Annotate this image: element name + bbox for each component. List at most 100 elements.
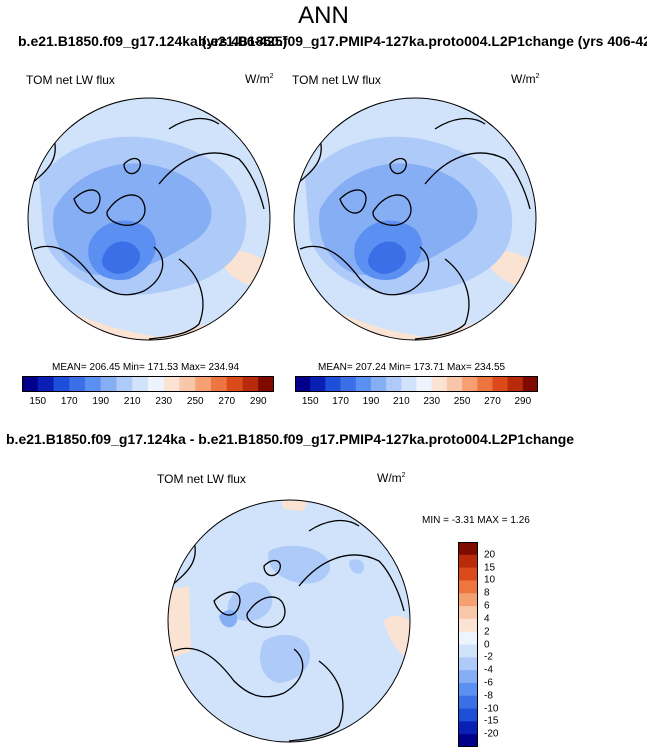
colorbar-tick-label: -10 bbox=[484, 703, 499, 715]
colorbar-tick-label: 20 bbox=[484, 549, 496, 561]
colorbar-tick-label: 250 bbox=[186, 396, 204, 407]
colorbar-swatch bbox=[116, 376, 133, 392]
top-left-run-label: b.e21.B1850.f09_g17.124ka (yrs 406-425) bbox=[18, 33, 288, 49]
colorbar-tick-label: -20 bbox=[484, 728, 499, 740]
colorbar-swatch bbox=[325, 376, 342, 392]
right-colorbar-labels: 150 170 190 210 230 250 270 290 bbox=[295, 396, 538, 410]
diff-stats: MIN = -3.31 MAX = 1.26 bbox=[422, 515, 530, 526]
right-variable-label: TOM net LW flux bbox=[292, 73, 381, 87]
colorbar-swatch bbox=[340, 376, 357, 392]
colorbar-swatch bbox=[163, 376, 180, 392]
colorbar-swatch bbox=[69, 376, 86, 392]
colorbar-tick-label: -6 bbox=[484, 677, 493, 689]
diff-units-label: W/m2 bbox=[377, 471, 406, 485]
left-colorbar bbox=[22, 376, 274, 392]
figure-title: ANN bbox=[298, 2, 349, 29]
colorbar-swatch bbox=[195, 376, 212, 392]
colorbar-tick-label: 0 bbox=[484, 639, 490, 650]
colorbar-tick-label: 10 bbox=[484, 574, 496, 586]
colorbar-swatch bbox=[462, 376, 478, 392]
left-variable-label: TOM net LW flux bbox=[26, 73, 115, 87]
colorbar-swatch bbox=[458, 631, 478, 645]
right-stats: MEAN= 207.24 Min= 173.71 Max= 234.55 bbox=[318, 362, 506, 373]
colorbar-border bbox=[22, 376, 274, 392]
diff-colorbar-labels: 20 15 10 8 6 4 2 0 -2 -4 -6 -8 -10 -15 -20 bbox=[482, 542, 522, 747]
colorbar-swatch bbox=[458, 695, 478, 710]
colorbar-swatch bbox=[431, 376, 448, 392]
colorbar-tick-label: 290 bbox=[514, 396, 532, 407]
colorbar-swatch bbox=[416, 376, 433, 392]
colorbar-tick-label: 210 bbox=[392, 396, 410, 407]
colorbar-tick-label: 6 bbox=[484, 600, 490, 612]
colorbar-swatch bbox=[100, 376, 117, 392]
colorbar-swatch bbox=[370, 376, 387, 392]
colorbar-tick-label: -4 bbox=[484, 664, 493, 676]
colorbar-swatch bbox=[446, 376, 463, 392]
colorbar-swatch bbox=[458, 708, 478, 722]
colorbar-tick-label: 2 bbox=[484, 626, 490, 638]
right-colorbar bbox=[295, 376, 538, 392]
colorbar-swatch bbox=[458, 542, 478, 556]
colorbar-swatch bbox=[226, 376, 243, 392]
colorbar-tick-label: 8 bbox=[484, 587, 490, 599]
colorbar-border bbox=[295, 376, 538, 392]
diff-polar-map bbox=[167, 499, 411, 743]
colorbar-border bbox=[458, 542, 478, 747]
colorbar-tick-label: 250 bbox=[453, 396, 471, 407]
diff-run-label: b.e21.B1850.f09_g17.124ka - b.e21.B1850.… bbox=[6, 431, 575, 447]
colorbar-tick-label: 230 bbox=[155, 396, 173, 407]
colorbar-tick-label: 270 bbox=[218, 396, 236, 407]
colorbar-swatch bbox=[458, 567, 478, 581]
top-right-run-label: b.e21.B1850.f09_g17.PMIP4-127ka.proto004… bbox=[198, 33, 647, 49]
colorbar-swatch bbox=[85, 376, 102, 392]
diff-colorbar bbox=[458, 542, 478, 747]
colorbar-tick-label: 4 bbox=[484, 613, 490, 625]
colorbar-tick-label: 190 bbox=[362, 396, 380, 407]
colorbar-swatch bbox=[458, 734, 478, 747]
colorbar-tick-label: 170 bbox=[332, 396, 349, 407]
colorbar-swatch bbox=[179, 376, 196, 392]
colorbar-swatch bbox=[37, 376, 54, 392]
colorbar-swatch bbox=[458, 670, 478, 684]
left-stats: MEAN= 206.45 Min= 171.53 Max= 234.94 bbox=[52, 362, 240, 373]
colorbar-swatch bbox=[507, 376, 524, 392]
colorbar-swatch bbox=[458, 593, 478, 607]
colorbar-swatch bbox=[242, 376, 259, 392]
left-polar-map bbox=[27, 97, 271, 341]
colorbar-swatch bbox=[53, 376, 70, 392]
colorbar-tick-label: -15 bbox=[484, 715, 499, 727]
colorbar-swatch bbox=[458, 644, 478, 658]
colorbar-swatch bbox=[522, 376, 538, 392]
colorbar-tick-label: -2 bbox=[484, 651, 493, 663]
right-units-label: W/m2 bbox=[511, 72, 540, 86]
colorbar-swatch bbox=[355, 376, 372, 392]
colorbar-tick-label: -8 bbox=[484, 690, 493, 702]
colorbar-swatch bbox=[401, 376, 417, 392]
colorbar-swatch bbox=[22, 376, 39, 392]
left-colorbar-labels: 150 170 190 210 230 250 270 290 bbox=[22, 396, 274, 410]
colorbar-swatch bbox=[477, 376, 493, 392]
colorbar-swatch bbox=[458, 657, 478, 671]
diff-variable-label: TOM net LW flux bbox=[157, 472, 246, 486]
colorbar-swatch bbox=[458, 606, 478, 620]
colorbar-tick-label: 15 bbox=[484, 562, 496, 574]
colorbar-swatch bbox=[458, 618, 478, 633]
colorbar-swatch bbox=[211, 376, 228, 392]
colorbar-tick-label: 210 bbox=[123, 396, 141, 407]
right-polar-map bbox=[293, 97, 537, 341]
colorbar-tick-label: 150 bbox=[29, 396, 47, 407]
colorbar-swatch bbox=[310, 376, 326, 392]
colorbar-swatch bbox=[132, 376, 149, 392]
colorbar-tick-label: 150 bbox=[301, 396, 319, 407]
colorbar-tick-label: 290 bbox=[249, 396, 267, 407]
colorbar-swatch bbox=[458, 554, 478, 569]
colorbar-swatch bbox=[458, 580, 478, 594]
colorbar-swatch bbox=[458, 682, 478, 697]
colorbar-swatch bbox=[258, 376, 274, 392]
colorbar-tick-label: 190 bbox=[92, 396, 110, 407]
colorbar-swatch bbox=[148, 376, 165, 392]
colorbar-swatch bbox=[386, 376, 402, 392]
colorbar-swatch bbox=[295, 376, 311, 392]
colorbar-tick-label: 230 bbox=[423, 396, 441, 407]
colorbar-tick-label: 270 bbox=[484, 396, 501, 407]
